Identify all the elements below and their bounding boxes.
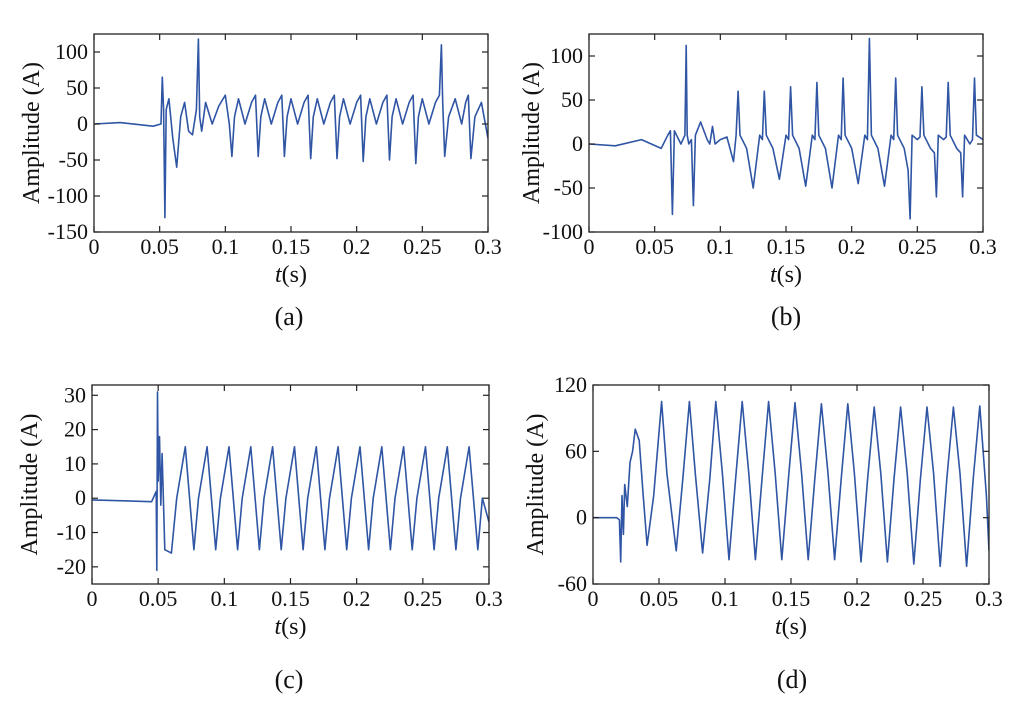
x-tick-label: 0.3 <box>474 234 502 259</box>
y-axis-label: Amplitude (A) <box>17 414 43 556</box>
x-tick-label: 0 <box>584 234 595 259</box>
x-axis-label: t(s) <box>775 614 807 640</box>
x-tick-label: 0 <box>588 586 599 611</box>
x-axis-label: t(s) <box>770 262 802 288</box>
x-tick-label: 0 <box>89 234 100 259</box>
y-axis-label: Amplitude (A) <box>19 62 45 204</box>
y-tick-label: 0 <box>77 111 88 136</box>
series-line <box>94 38 488 219</box>
y-tick-label: -100 <box>48 183 88 208</box>
y-tick-label: -50 <box>59 147 88 172</box>
y-tick-label: 20 <box>64 417 86 442</box>
y-tick-label: -20 <box>57 554 86 579</box>
x-tick-label: 0.1 <box>711 586 739 611</box>
x-tick-label: 0.3 <box>475 586 503 611</box>
x-tick-label: 0.2 <box>843 586 871 611</box>
y-tick-label: 30 <box>64 382 86 407</box>
y-tick-label: -150 <box>48 219 88 244</box>
x-tick-label: 0.15 <box>272 234 311 259</box>
chart-panel-d: 0 0.05 0.1 0.15 0.2 0.25 0.3120600-60t(s)Ampli… <box>523 372 1003 694</box>
x-tick-label: 0.25 <box>403 234 442 259</box>
x-tick-label: 0.1 <box>211 586 239 611</box>
x-tick-label: 0.05 <box>640 586 679 611</box>
y-tick-label: 50 <box>66 75 88 100</box>
panel-caption: (b) <box>771 302 801 331</box>
y-tick-label: 0 <box>576 505 587 530</box>
x-tick-label: 0.2 <box>343 586 371 611</box>
y-axis-label: Amplitude (A) <box>519 62 545 204</box>
y-tick-label: 0 <box>572 131 583 156</box>
x-axis-label: t(s) <box>275 262 307 288</box>
y-tick-label: -60 <box>558 571 587 596</box>
plot-frame <box>592 384 990 585</box>
x-axis-label: t(s) <box>275 614 307 640</box>
x-tick-label: 0.25 <box>898 234 937 259</box>
y-tick-label: -10 <box>57 520 86 545</box>
x-tick-label: 0.3 <box>975 586 1003 611</box>
x-tick-label: 0.1 <box>707 234 735 259</box>
x-tick-label: 0.15 <box>767 234 806 259</box>
y-tick-label: 100 <box>550 43 583 68</box>
x-tick-label: 0.1 <box>212 234 240 259</box>
x-tick-label: 0 <box>87 586 98 611</box>
y-tick-label: 60 <box>565 438 587 463</box>
y-tick-label: -100 <box>543 219 583 244</box>
plot-frame <box>93 33 489 233</box>
series-line <box>593 400 989 568</box>
series-line <box>589 37 983 220</box>
y-tick-label: 10 <box>64 451 86 476</box>
panel-caption: (a) <box>275 302 304 331</box>
x-tick-label: 0.25 <box>904 586 943 611</box>
x-tick-label: 0.05 <box>140 234 179 259</box>
x-tick-label: 0.2 <box>838 234 866 259</box>
x-tick-label: 0.05 <box>139 586 178 611</box>
panel-caption: (c) <box>275 665 304 694</box>
x-tick-label: 0.25 <box>404 586 443 611</box>
y-tick-label: 50 <box>561 87 583 112</box>
y-tick-label: 100 <box>55 39 88 64</box>
x-tick-label: 0.2 <box>343 234 371 259</box>
y-tick-label: 120 <box>554 372 587 397</box>
series-line <box>92 391 489 572</box>
chart-panel-c: 0 0.05 0.1 0.15 0.2 0.25 0.3 30 20 10 0 -10 -20 t(s) A… <box>17 382 503 694</box>
y-tick-label: 0 <box>75 485 86 510</box>
chart-panel-b: 0 0.05 0.1 0.15 0.2 0.25 0.3 100 50 0 -50 -100 t(s) A… <box>519 33 997 331</box>
panel-caption: (d) <box>777 665 807 694</box>
x-tick-label: 0.05 <box>635 234 674 259</box>
chart-panel-a: 0 0.05 0.1 0.15 0.2 0.25 0.3 100 50 0 -50 -100 -150 t… <box>19 33 502 331</box>
y-tick-label: -50 <box>554 175 583 200</box>
x-tick-label: 0.3 <box>969 234 997 259</box>
x-tick-label: 0.15 <box>271 586 310 611</box>
x-tick-label: 0.15 <box>772 586 811 611</box>
y-axis-label: Amplitude (A) <box>523 414 549 556</box>
